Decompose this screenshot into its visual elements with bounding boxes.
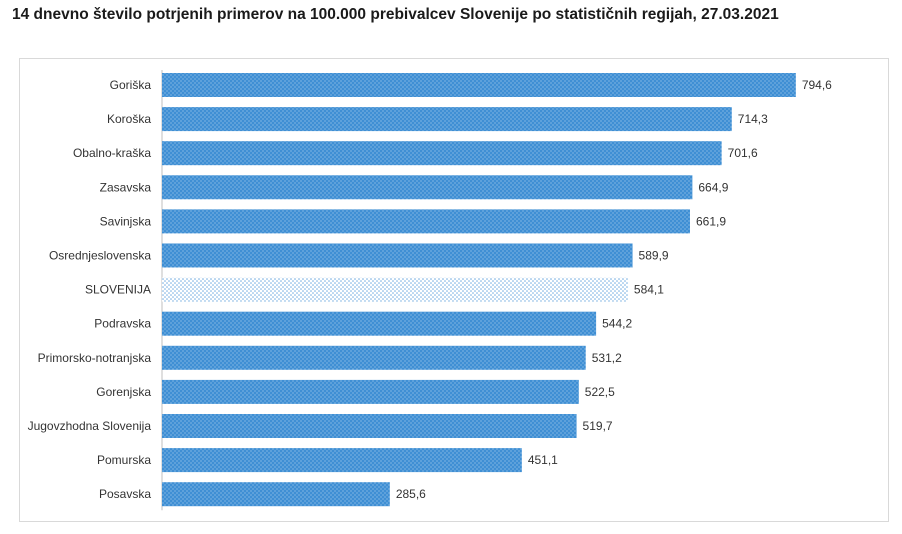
- bar-value-label: 714,3: [738, 112, 768, 126]
- bar-value-label: 522,5: [585, 385, 615, 399]
- category-label: Primorsko-notranjska: [38, 351, 152, 365]
- category-label: SLOVENIJA: [85, 283, 151, 297]
- bar-value-label: 519,7: [583, 419, 613, 433]
- category-label: Zasavska: [100, 180, 152, 194]
- bar-value-label: 285,6: [396, 487, 426, 501]
- bar-value-label: 589,9: [639, 249, 669, 263]
- bar-value-label: 661,9: [696, 214, 726, 228]
- bar: [162, 209, 690, 234]
- category-label: Obalno-kraška: [73, 146, 151, 160]
- bar: [162, 175, 693, 200]
- bar-value-label: 664,9: [698, 180, 728, 194]
- category-label: Koroška: [107, 112, 151, 126]
- bar-value-label: 544,2: [602, 317, 632, 331]
- bar-value-label: 584,1: [634, 283, 664, 297]
- bar-value-label: 451,1: [528, 453, 558, 467]
- bar: [162, 414, 577, 438]
- chart-title: 14 dnevno število potrjenih primerov na …: [12, 6, 779, 23]
- category-label: Osrednjeslovenska: [49, 249, 151, 263]
- bar-value-label: 531,2: [592, 351, 622, 365]
- bar: [162, 141, 722, 166]
- category-label: Gorenjska: [96, 385, 151, 399]
- category-label: Goriška: [110, 78, 152, 92]
- bar: [162, 73, 796, 97]
- bar: [162, 448, 522, 473]
- category-label: Jugovzhodna Slovenija: [28, 419, 152, 433]
- bar: [162, 482, 390, 507]
- bar: [162, 311, 597, 336]
- category-label: Pomurska: [97, 453, 151, 467]
- bar-value-label: 794,6: [802, 78, 832, 92]
- category-label: Posavska: [99, 487, 151, 501]
- bar-value-label: 701,6: [728, 146, 758, 160]
- bar: [162, 345, 586, 370]
- category-label: Podravska: [94, 317, 151, 331]
- category-label: Savinjska: [100, 214, 152, 228]
- bar: [162, 379, 579, 404]
- bar: [162, 107, 732, 132]
- bar: [162, 243, 633, 268]
- bar-slovenija-highlight: [162, 277, 628, 302]
